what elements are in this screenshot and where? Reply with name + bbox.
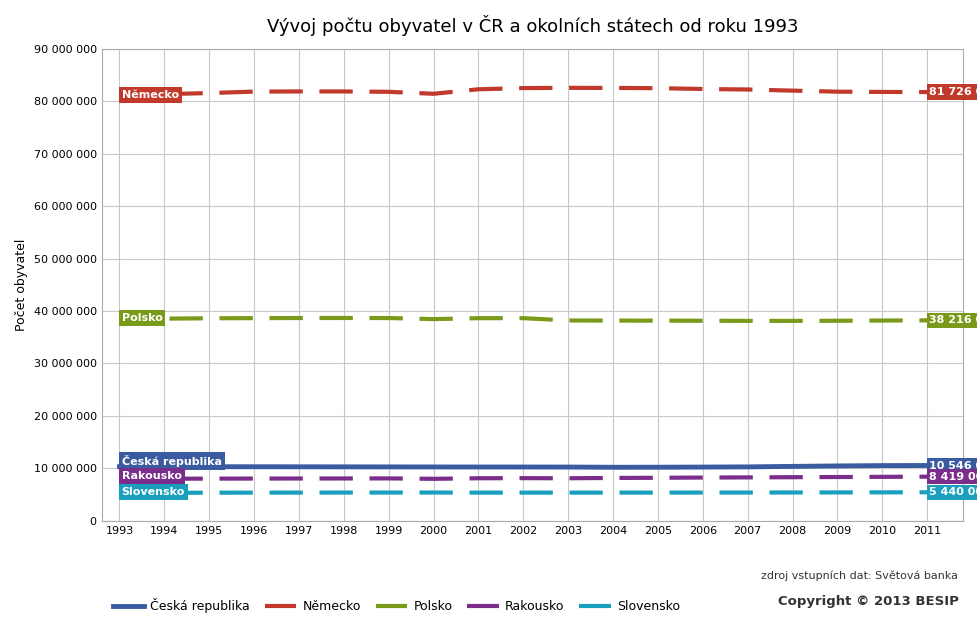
- Legend: Česká republika, Německo, Polsko, Rakousko, Slovensko: Česká republika, Německo, Polsko, Rakous…: [107, 594, 684, 618]
- Text: 10 546 000: 10 546 000: [928, 461, 977, 470]
- Text: 5 440 000: 5 440 000: [928, 487, 977, 498]
- Text: Rakousko: Rakousko: [121, 471, 182, 480]
- Text: Německo: Německo: [121, 90, 179, 100]
- Text: Polsko: Polsko: [121, 313, 162, 323]
- Text: Slovensko: Slovensko: [121, 487, 185, 497]
- Y-axis label: Počet obyvatel: Počet obyvatel: [15, 239, 28, 331]
- Text: Copyright © 2013 BESIP: Copyright © 2013 BESIP: [777, 594, 957, 608]
- Title: Vývoj počtu obyvatel v ČR a okolních státech od roku 1993: Vývoj počtu obyvatel v ČR a okolních stá…: [267, 15, 797, 36]
- Text: 38 216 000: 38 216 000: [928, 315, 977, 325]
- Text: 81 726 000: 81 726 000: [928, 87, 977, 97]
- Text: zdroj vstupních dat: Světová banka: zdroj vstupních dat: Světová banka: [761, 571, 957, 581]
- Text: Česká republika: Česká republika: [121, 455, 222, 467]
- Text: 8 419 000: 8 419 000: [928, 472, 977, 482]
